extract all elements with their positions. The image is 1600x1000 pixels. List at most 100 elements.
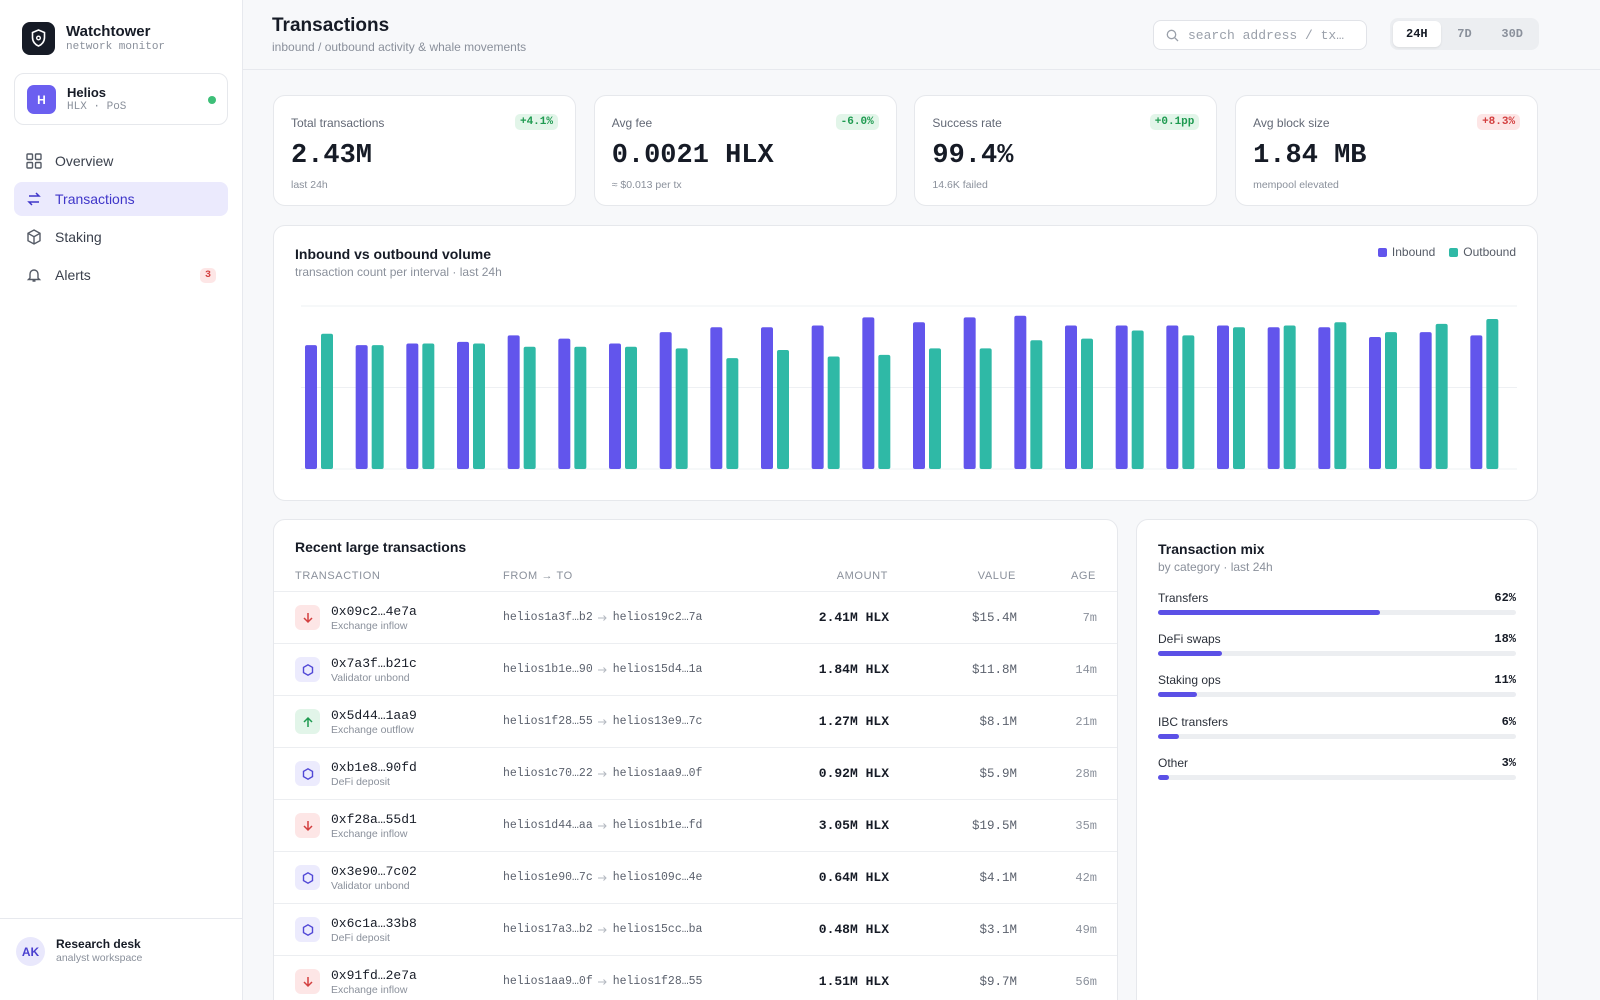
tx-hash: 0xb1e8…90fd <box>331 760 417 775</box>
from-address: helios1e90…7c <box>503 871 593 884</box>
tx-hash: 0xf28a…55d1 <box>331 812 417 827</box>
tx-hash: 0x6c1a…33b8 <box>331 916 417 931</box>
kpi-delta: +4.1% <box>514 114 558 130</box>
row-icon <box>295 709 320 734</box>
bar <box>1065 325 1077 469</box>
search-box[interactable]: search address / tx… <box>1153 20 1367 50</box>
bar <box>523 346 536 469</box>
tx-kind: Validator unbond <box>331 672 410 684</box>
from-to: helios1f28…55 helios13e9…7c <box>503 715 702 728</box>
bar <box>1166 325 1179 469</box>
tx-value: $11.8M <box>971 663 1017 677</box>
tx-value: $5.9M <box>979 767 1017 781</box>
row-icon <box>295 813 320 838</box>
kpi-note: mempool elevated <box>1253 179 1339 191</box>
bar <box>406 343 419 469</box>
tx-value: $9.7M <box>979 975 1017 989</box>
tx-kind: Exchange outflow <box>331 724 414 736</box>
bar <box>422 343 435 469</box>
bar <box>811 325 824 469</box>
kpi-delta: +8.3% <box>1477 114 1521 130</box>
volume-panel: Inbound vs outbound volume transaction c… <box>273 225 1538 501</box>
mix-track <box>1158 651 1516 657</box>
tx-value: $3.1M <box>979 923 1017 937</box>
tx-amount: 2.41M HLX <box>818 610 889 625</box>
bar <box>1435 323 1448 469</box>
period-button[interactable]: 7D <box>1457 27 1472 41</box>
kpi-label: Avg fee <box>611 116 653 130</box>
kpi-label: Success rate <box>932 116 1002 130</box>
row-icon <box>295 761 320 786</box>
period-button[interactable]: 30D <box>1501 27 1523 41</box>
table-title: Recent large transactions <box>295 539 467 555</box>
nav-item[interactable]: Staking <box>14 220 228 254</box>
bar <box>321 333 333 469</box>
table-row[interactable]: 0x3e90…7c02 Validator unbond helios1e90…7c… <box>274 851 1117 903</box>
tx-age: 35m <box>1075 819 1097 833</box>
tx-age: 49m <box>1075 923 1097 937</box>
mix-bar <box>1158 774 1169 780</box>
bar <box>1318 327 1331 469</box>
user-footer[interactable]: AK Research desk analyst workspace <box>0 918 242 1000</box>
table-row[interactable]: 0x6c1a…33b8 DeFi deposit helios17a3…b2 heli… <box>274 903 1117 955</box>
row-icon <box>295 657 320 682</box>
bar <box>1419 332 1432 469</box>
network-card[interactable]: H Helios HLX · PoS <box>14 73 228 125</box>
period-button[interactable]: 24H <box>1393 21 1441 47</box>
table-row[interactable]: 0x91fd…2e7a Exchange inflow helios1aa9…0f h… <box>274 955 1117 1000</box>
kpi-value: 1.84 MB <box>1253 141 1367 171</box>
kpi-value: 2.43M <box>291 141 373 171</box>
table-row[interactable]: 0x09c2…4e7a Exchange inflow helios1a3f…b2 h… <box>274 591 1117 643</box>
tx-age: 28m <box>1075 767 1097 781</box>
row-icon <box>295 605 320 630</box>
mix-label: DeFi swaps <box>1158 632 1221 647</box>
arrow <box>597 666 608 674</box>
mix-label: Other <box>1158 755 1189 770</box>
to-address: helios19c2…7a <box>612 611 703 624</box>
arrow <box>597 718 608 726</box>
nav-label: Overview <box>55 153 114 169</box>
tx-kind: Exchange inflow <box>331 828 408 840</box>
kpi-card: Total transactions +4.1% 2.43M last 24h <box>273 95 576 206</box>
table-row[interactable]: 0x5d44…1aa9 Exchange outflow helios1f28…55… <box>274 695 1117 747</box>
bar <box>862 317 875 469</box>
kpi-value: 0.0021 HLX <box>611 141 774 171</box>
bar <box>305 345 317 469</box>
tx-amount: 1.27M HLX <box>818 714 889 729</box>
tx-hash: 0x3e90…7c02 <box>331 864 417 879</box>
nav-item[interactable]: Overview <box>14 144 228 178</box>
nav-item[interactable]: Alerts 3 <box>14 258 228 292</box>
bar <box>1267 327 1280 469</box>
tx-age: 7m <box>1082 611 1097 625</box>
legend-label: Outbound <box>1463 245 1516 259</box>
tx-value: $4.1M <box>979 871 1017 885</box>
mix-bar <box>1158 610 1380 615</box>
bar <box>625 346 637 469</box>
table-row[interactable]: 0xf28a…55d1 Exchange inflow helios1d44…aa h… <box>274 799 1117 851</box>
nav-item[interactable]: Transactions <box>14 182 228 216</box>
arrow <box>597 770 608 778</box>
to-address: helios15d4…1a <box>612 663 703 676</box>
bar <box>1334 322 1347 469</box>
kpi-delta: +0.1pp <box>1149 114 1200 130</box>
bar <box>609 343 621 469</box>
brand-name: Watchtower <box>66 23 151 40</box>
bar <box>355 345 368 469</box>
tx-amount: 1.51M HLX <box>818 974 889 989</box>
table-row[interactable]: 0x7a3f…b21c Validator unbond helios1b1e…90… <box>274 643 1117 695</box>
bar <box>473 343 485 469</box>
legend: Inbound Outbound <box>1377 245 1516 259</box>
tx-amount: 3.05M HLX <box>818 818 889 833</box>
arrow <box>597 926 608 934</box>
search-placeholder: search address / tx… <box>1188 28 1345 43</box>
tx-kind: DeFi deposit <box>331 932 390 944</box>
mix-value-label: 18% <box>1494 632 1516 647</box>
tx-kind: Exchange inflow <box>331 984 408 996</box>
from-address: helios1f28…55 <box>503 715 593 728</box>
mix-value-label: 62% <box>1494 591 1516 605</box>
to-address: helios1b1e…fd <box>612 819 703 832</box>
table-row[interactable]: 0xb1e8…90fd DeFi deposit helios1c70…22 heli… <box>274 747 1117 799</box>
mix-value-label: 3% <box>1501 755 1516 770</box>
from-to: helios1c70…22 helios1aa9…0f <box>503 767 702 780</box>
